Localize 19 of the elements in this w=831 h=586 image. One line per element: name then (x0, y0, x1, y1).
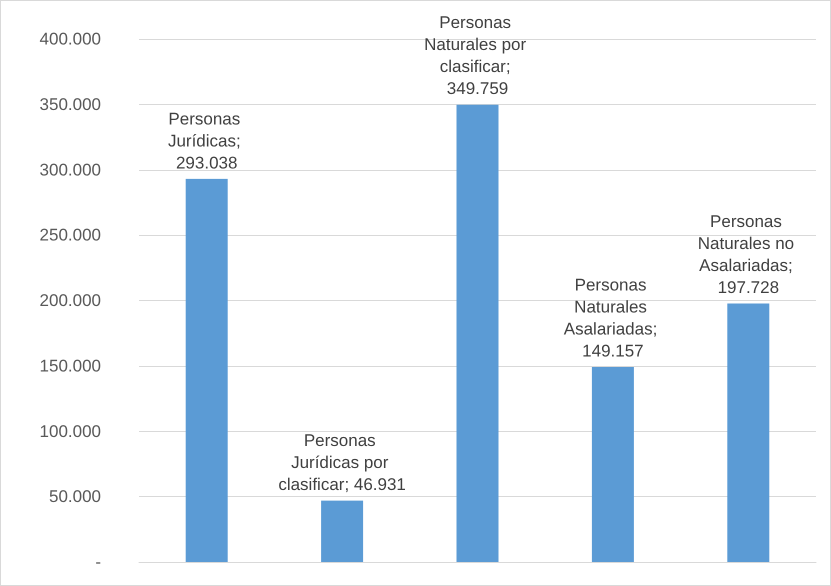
y-tick-label: 150.000 (40, 356, 101, 376)
data-label: Personas Naturales por clasificar; 349.759 (424, 13, 531, 98)
y-tick-label: 250.000 (40, 226, 101, 245)
bar (592, 366, 634, 562)
data-label: Personas Jurídicas; 293.038 (168, 109, 246, 172)
bar (321, 500, 364, 562)
y-tick-label: 100.000 (40, 422, 101, 441)
bar (186, 178, 228, 562)
data-label: Personas Naturales no Asalariadas; 197.728 (698, 212, 799, 297)
y-tick-label: 200.000 (40, 291, 101, 310)
y-tick-label: 300.000 (40, 160, 101, 180)
data-label: Personas Naturales Asalariadas; 149.157 (564, 275, 662, 360)
y-tick-label: 350.000 (40, 94, 101, 114)
data-label: Personas Jurídicas por clasificar; 46.931 (278, 431, 406, 494)
y-tick-label: 50.000 (49, 487, 101, 506)
bar (727, 303, 770, 562)
y-tick-label: - (95, 552, 101, 572)
y-tick-label: 400.000 (40, 30, 101, 48)
bar (456, 104, 498, 562)
